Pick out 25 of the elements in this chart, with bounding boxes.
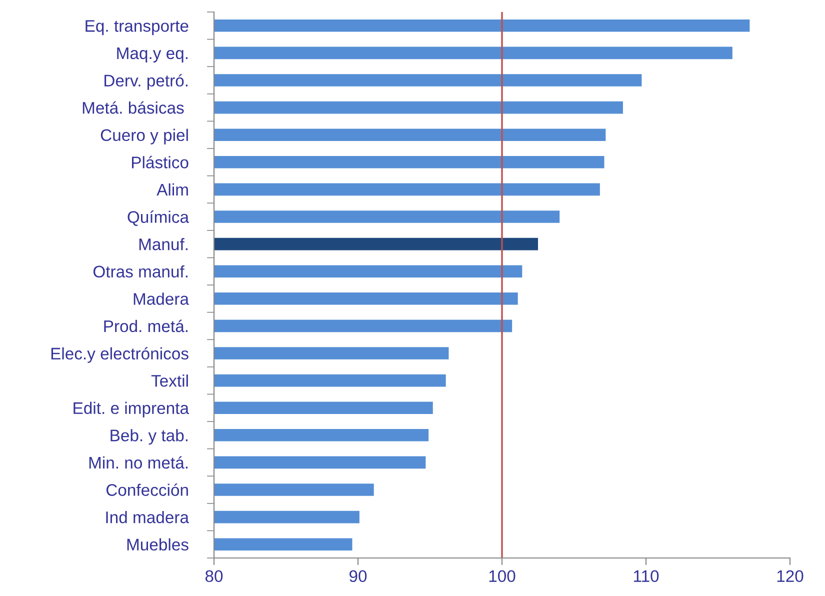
y-tick-label: Plástico — [132, 156, 188, 168]
y-tick-label: Metá. básicas — [82, 101, 184, 114]
y-tick-label: Beb. y tab. — [110, 429, 188, 445]
y-tick-label: Derv. petró. — [104, 74, 188, 90]
y-tick-label: Maq.y eq. — [117, 48, 188, 62]
y-tick-label: Otras manuf. — [93, 265, 188, 278]
y-tick-label: Alim — [156, 183, 188, 196]
y-tick-label: Elec.y electrónicos — [51, 347, 188, 363]
y-tick-label: Textil — [151, 374, 188, 387]
x-tick-label: 90 — [350, 570, 367, 582]
x-tick-label: 110 — [634, 570, 659, 582]
y-tick-label: Madera — [134, 292, 190, 305]
x-tick-label: 120 — [777, 570, 804, 582]
y-tick-label: Edit. e imprenta — [74, 402, 190, 418]
y-tick-label: Cuero y piel — [100, 128, 188, 144]
x-tick-label: 100 — [489, 570, 516, 582]
y-tick-label: Eq. transporte — [86, 20, 188, 36]
y-tick-label: Química — [128, 210, 189, 226]
y-tick-label: Manuf. — [139, 238, 188, 250]
x-tick-label: 80 — [205, 570, 223, 582]
y-tick-label: Min. no metá. — [89, 456, 188, 469]
y-tick-label: Muebles — [127, 538, 188, 551]
y-tick-label: Prod. metá. — [104, 320, 188, 332]
y-tick-label: Ind madera — [106, 511, 190, 524]
y-tick-label: Confección — [106, 484, 188, 496]
